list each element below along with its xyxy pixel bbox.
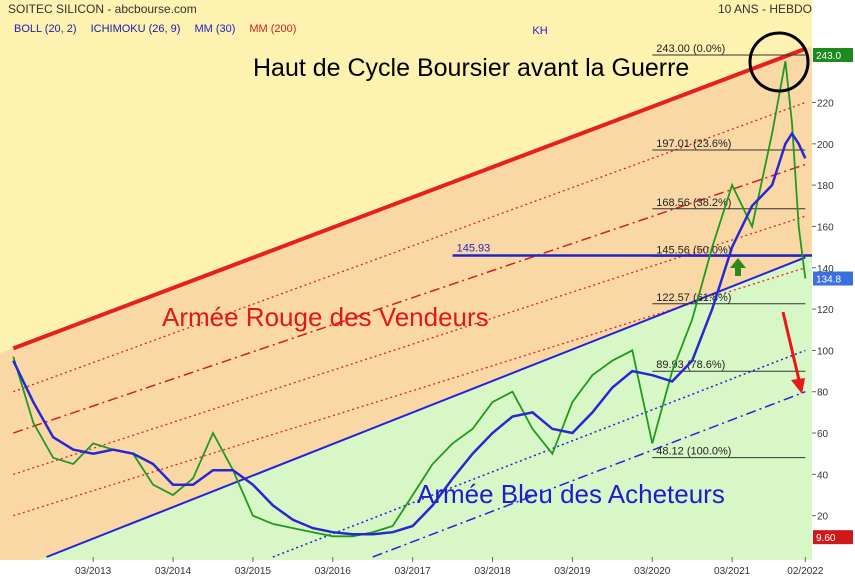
price-tag (813, 47, 853, 62)
legend-entry: BOLL (20, 2) (14, 23, 77, 35)
y-tick-label: 100 (817, 346, 834, 357)
y-tick-label: 120 (817, 305, 834, 316)
price-tag-label: 243.0 (816, 51, 841, 62)
price-line (12, 61, 807, 538)
moving-average (12, 131, 807, 536)
price-tag-label: 134.8 (816, 275, 841, 286)
annotation: Haut de Cycle Boursier avant la Guerre (253, 54, 689, 82)
channel-line (372, 391, 806, 558)
y-tick-label: 220 (817, 99, 834, 110)
channel-line (13, 215, 806, 475)
price-tag-label: 9.60 (816, 533, 836, 544)
x-tick-label: 03/2018 (474, 566, 511, 577)
annotation: Armée Bleu des Acheteurs (417, 479, 725, 509)
level-label: 145.93 (457, 243, 491, 255)
y-tick-label: 60 (817, 429, 829, 440)
y-tick-label: 80 (817, 388, 829, 399)
y-tick-label: 160 (817, 222, 834, 233)
legend-entry: MM (30) (194, 23, 235, 35)
x-tick-label: 03/2015 (235, 566, 272, 577)
channel-line (12, 46, 807, 351)
legend-entry: MM (200) (249, 23, 296, 35)
fib-label: 122.57 (61.8%) (656, 292, 731, 304)
price-tag (813, 530, 853, 545)
x-tick-label: 03/2020 (634, 566, 671, 577)
overlay: 20 40 60 80 100 120 140 160 180 200 220 03/2013 03/2… (14, 23, 853, 577)
highlight-circle (748, 31, 810, 93)
fib-label: 168.56 (38.2%) (656, 197, 731, 209)
annotation: Armée Rouge des Vendeurs (162, 302, 489, 332)
zone-sellers (0, 46, 812, 576)
x-tick-label: 02/2022 (787, 566, 824, 577)
x-tick-label: 03/2017 (395, 566, 432, 577)
y-tick-label: 40 (817, 470, 829, 481)
x-tick-label: 03/2016 (315, 566, 352, 577)
y-tick-label: 200 (817, 140, 834, 151)
y-tick-label: 20 (817, 512, 829, 523)
x-tick-label: 03/2019 (554, 566, 591, 577)
x-tick-label: 03/2014 (155, 566, 192, 577)
arrow-down (781, 311, 805, 394)
arrow-up (730, 258, 746, 276)
chart-subtitle: 10 ANS - HEBDO (718, 2, 812, 16)
right-axis-panel (812, 0, 855, 580)
y-tick-label: 140 (817, 264, 834, 275)
channel-line (46, 256, 806, 558)
legend-entry: ICHIMOKU (26, 9) (91, 23, 181, 35)
channel-line (13, 101, 806, 393)
fib-label: 145.56 (50.0%) (656, 244, 731, 256)
fib-label: 48.12 (100.0%) (656, 446, 731, 458)
plot: 243.00 (0.0%) 197.01 (23.6%) 168.56 (38.2%… (12, 43, 812, 558)
fib-label: 243.00 (0.0%) (656, 43, 725, 55)
x-tick-label: 03/2021 (714, 566, 751, 577)
x-tick-label: 03/2013 (75, 566, 112, 577)
channel-line (272, 349, 806, 558)
y-tick-label: 180 (817, 181, 834, 192)
price-tag (813, 271, 853, 286)
zone-buyers (0, 254, 812, 581)
kh-label: KH (532, 25, 547, 37)
x-axis-band (0, 560, 812, 580)
chart-title: SOITEC SILICON - abcbourse.com (8, 2, 197, 16)
fib-label: 197.01 (23.6%) (656, 138, 731, 150)
